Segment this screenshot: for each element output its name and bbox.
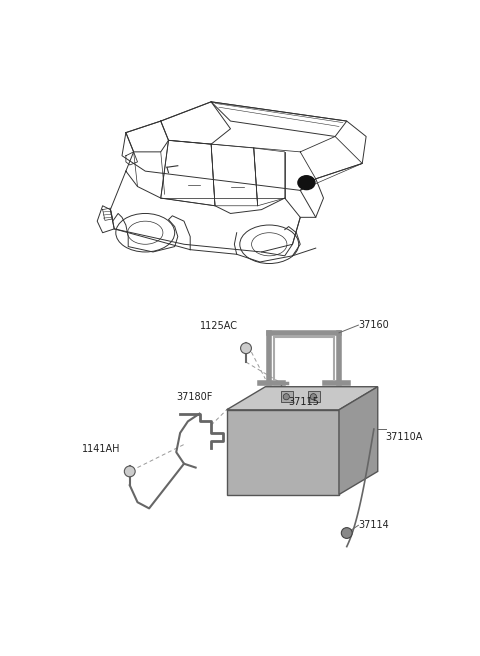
Circle shape (124, 466, 135, 477)
Text: 37115: 37115 (288, 397, 320, 407)
Polygon shape (281, 390, 292, 402)
Circle shape (341, 527, 352, 539)
Circle shape (283, 394, 289, 400)
Polygon shape (227, 410, 339, 495)
Polygon shape (339, 387, 378, 495)
Text: 1125AC: 1125AC (200, 321, 238, 331)
Text: 37110A: 37110A (385, 432, 423, 441)
Text: 37180F: 37180F (176, 392, 213, 402)
Circle shape (311, 394, 316, 400)
Polygon shape (227, 387, 378, 410)
Polygon shape (308, 390, 320, 402)
Text: 37160: 37160 (359, 320, 389, 330)
Text: 1141AH: 1141AH (82, 445, 120, 455)
Ellipse shape (298, 176, 315, 190)
Text: 37114: 37114 (359, 520, 389, 530)
Circle shape (240, 343, 252, 354)
